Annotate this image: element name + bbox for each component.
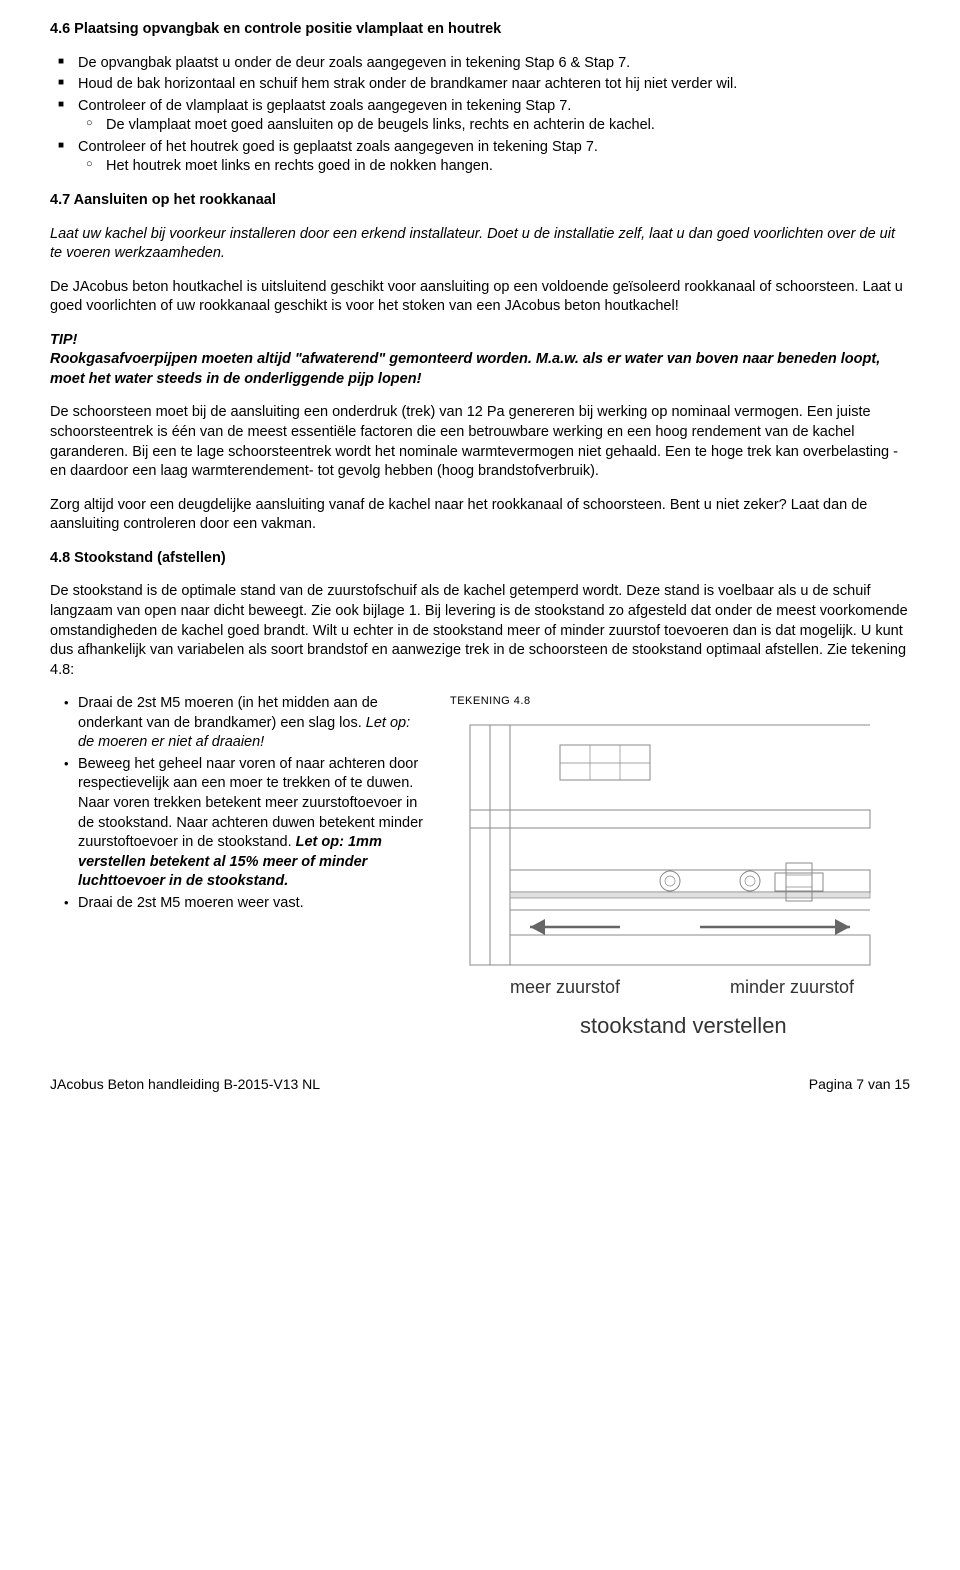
section-48-title: 4.8 Stookstand (afstellen)	[50, 549, 910, 569]
section-48-right-col: Tekening 4.8	[450, 694, 910, 1045]
diagram-svg: meer zuurstof minder zuurstof stookstand…	[450, 715, 880, 1045]
diagram-label: Tekening 4.8	[450, 694, 910, 709]
section-47-title: 4.7 Aansluiten op het rookkanaal	[50, 191, 910, 211]
list-item: Draai de 2st M5 moeren weer vast.	[50, 894, 430, 914]
page-footer: JAcobus Beton handleiding B-2015-V13 NL …	[50, 1075, 910, 1094]
sub-list-text: De vlamplaat moet goed aansluiten op de …	[106, 117, 655, 133]
tip-text: Rookgasafvoerpijpen moeten altijd "afwat…	[50, 351, 880, 387]
list-text: Houd de bak horizontaal en schuif hem st…	[78, 76, 737, 92]
section-48-columns: Draai de 2st M5 moeren (in het midden aa…	[50, 694, 910, 1045]
diagram-right-label: minder zuurstof	[730, 977, 855, 997]
list-text: De opvangbak plaatst u onder de deur zoa…	[78, 55, 630, 71]
list-item: Houd de bak horizontaal en schuif hem st…	[50, 75, 910, 95]
tip-label: TIP!	[50, 332, 77, 348]
section-47-p3: Zorg altijd voor een deugdelijke aanslui…	[50, 496, 910, 535]
sub-list-item: Het houtrek moet links en rechts goed in…	[78, 157, 910, 177]
diagram-title: stookstand verstellen	[580, 1013, 787, 1038]
footer-left: JAcobus Beton handleiding B-2015-V13 NL	[50, 1075, 320, 1094]
section-48-list: Draai de 2st M5 moeren (in het midden aa…	[50, 694, 430, 913]
diagram-left-label: meer zuurstof	[510, 977, 621, 997]
section-48-left-col: Draai de 2st M5 moeren (in het midden aa…	[50, 694, 430, 915]
section-47-p2: De schoorsteen moet bij de aansluiting e…	[50, 403, 910, 481]
sub-list: Het houtrek moet links en rechts goed in…	[78, 157, 910, 177]
sub-list: De vlamplaat moet goed aansluiten op de …	[78, 116, 910, 136]
list-item: Beweeg het geheel naar voren of naar ach…	[50, 755, 430, 892]
list-text: Draai de 2st M5 moeren (in het midden aa…	[78, 695, 378, 731]
section-47-intro: Laat uw kachel bij voorkeur installeren …	[50, 225, 910, 264]
list-text: Draai de 2st M5 moeren weer vast.	[78, 895, 304, 911]
list-text: Controleer of de vlamplaat is geplaatst …	[78, 98, 571, 114]
section-47-p1: De JAcobus beton houtkachel is uitsluite…	[50, 278, 910, 317]
section-48-p1: De stookstand is de optimale stand van d…	[50, 582, 910, 680]
list-item: De opvangbak plaatst u onder de deur zoa…	[50, 54, 910, 74]
section-46-title: 4.6 Plaatsing opvangbak en controle posi…	[50, 20, 910, 40]
footer-right: Pagina 7 van 15	[809, 1075, 910, 1094]
sub-list-item: De vlamplaat moet goed aansluiten op de …	[78, 116, 910, 136]
list-item: Draai de 2st M5 moeren (in het midden aa…	[50, 694, 430, 753]
section-46-list: De opvangbak plaatst u onder de deur zoa…	[50, 54, 910, 177]
list-item: Controleer of het houtrek goed is geplaa…	[50, 138, 910, 177]
section-47-tip: TIP! Rookgasafvoerpijpen moeten altijd "…	[50, 331, 910, 390]
sub-list-text: Het houtrek moet links en rechts goed in…	[106, 158, 493, 174]
list-text: Controleer of het houtrek goed is geplaa…	[78, 139, 598, 155]
list-item: Controleer of de vlamplaat is geplaatst …	[50, 97, 910, 136]
